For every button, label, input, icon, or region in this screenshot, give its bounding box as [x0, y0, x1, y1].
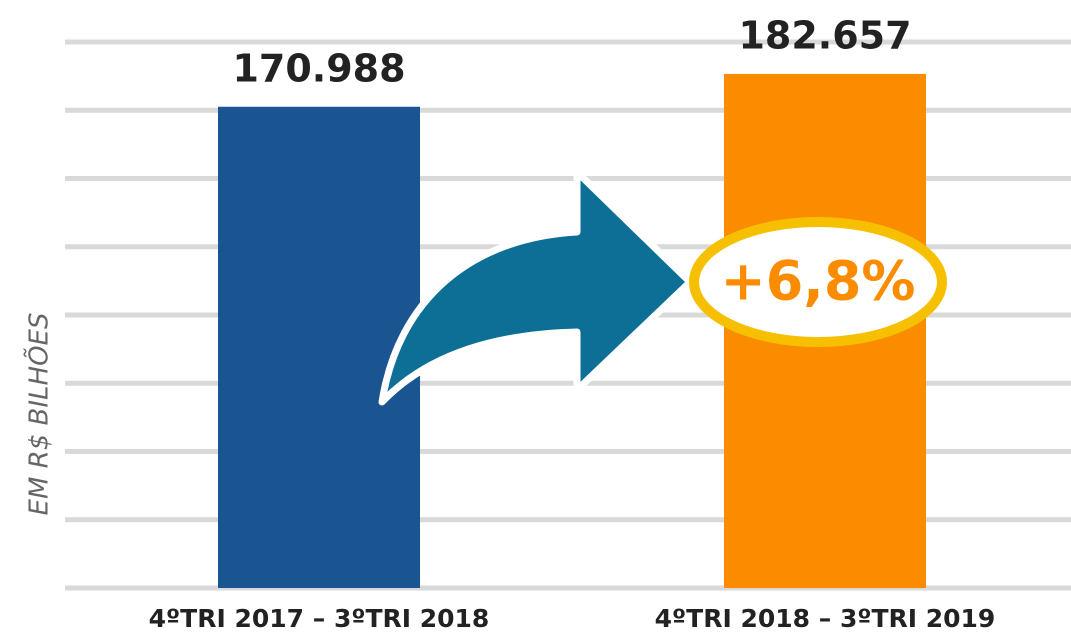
y-axis-label: EM R$ BILHÕES: [23, 313, 55, 516]
annotation-ellipse: [689, 217, 947, 347]
value-label: 170.988: [232, 46, 405, 90]
value-label: 182.657: [738, 13, 911, 57]
bar: [218, 106, 420, 588]
x-tick-label: 4ºTRI 2018 – 3ºTRI 2019: [655, 604, 996, 633]
x-tick-label: 4ºTRI 2017 – 3ºTRI 2018: [149, 604, 490, 633]
annotation: +6,8%: [720, 250, 915, 313]
arrow: [378, 168, 694, 406]
